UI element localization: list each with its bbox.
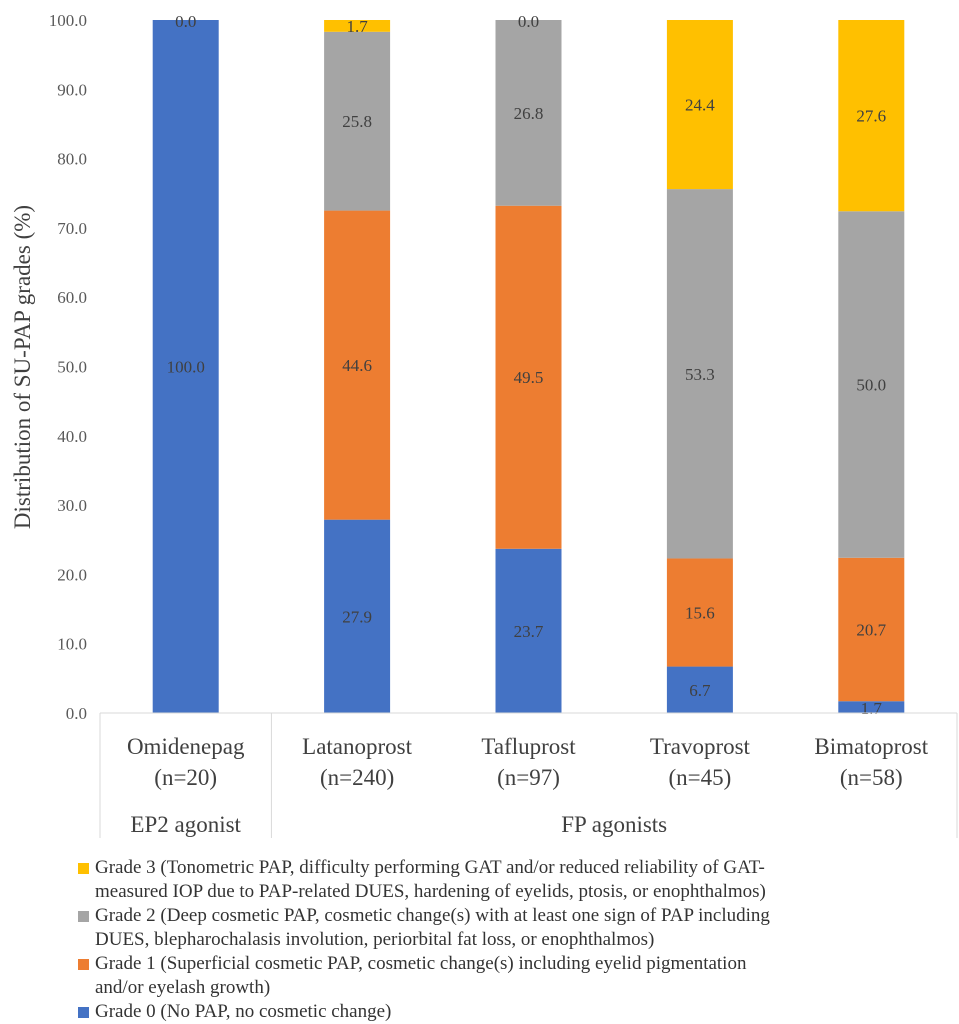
legend-text-grade-2-line2: DUES, blepharochalasis involution, perio… (95, 929, 655, 950)
y-tick-label: 0.0 (66, 704, 87, 723)
bar-segment (838, 557, 905, 702)
y-tick-label: 10.0 (57, 635, 87, 654)
bar-segment (152, 20, 219, 713)
y-tick-label: 20.0 (57, 565, 87, 584)
data-label: 6.7 (689, 681, 711, 700)
legend-item-grade-3: Grade 3 (Tonometric PAP, difficulty perf… (78, 856, 948, 904)
data-label: 50.0 (856, 376, 886, 395)
legend-text-grade-2-line1: Grade 2 (Deep cosmetic PAP, cosmetic cha… (95, 905, 770, 926)
data-label: 23.7 (514, 622, 544, 641)
y-tick-label: 70.0 (57, 219, 87, 238)
legend-swatch-grade-0 (78, 1007, 89, 1018)
x-category-label: Travoprost (650, 734, 751, 759)
bar-segment (838, 211, 905, 558)
y-tick-label: 60.0 (57, 288, 87, 307)
bar-segment (666, 666, 733, 713)
y-tick-label: 90.0 (57, 80, 87, 99)
x-category-n-label: (n=45) (669, 765, 732, 790)
legend-swatch-grade-3 (78, 863, 89, 874)
x-category-label: Tafluprost (481, 734, 576, 759)
x-category-label: Omidenepag (127, 734, 245, 759)
y-tick-label: 100.0 (49, 11, 87, 30)
y-tick-label: 30.0 (57, 496, 87, 515)
data-label: 100.0 (167, 358, 205, 377)
data-label: 0.0 (175, 12, 196, 31)
x-category-n-label: (n=97) (497, 765, 560, 790)
legend-item-grade-2: Grade 2 (Deep cosmetic PAP, cosmetic cha… (78, 904, 948, 952)
bar-segment (495, 20, 562, 206)
legend-text-grade-0-line1: Grade 0 (No PAP, no cosmetic change) (95, 1001, 392, 1022)
legend-text-grade-1-line2: and/or eyelash growth) (95, 977, 271, 998)
x-group-label: FP agonists (561, 812, 667, 837)
y-tick-label: 50.0 (57, 358, 87, 377)
bar-segment (666, 189, 733, 559)
x-category-n-label: (n=58) (840, 765, 903, 790)
x-category-n-label: (n=240) (320, 765, 394, 790)
data-label: 49.5 (514, 368, 544, 387)
y-tick-label: 40.0 (57, 427, 87, 446)
data-label: 25.8 (342, 112, 372, 131)
data-label: 0.0 (518, 12, 539, 31)
data-label: 26.8 (514, 104, 544, 123)
x-category-label: Bimatoprost (814, 734, 928, 759)
x-group-label: EP2 agonist (130, 812, 241, 837)
bar-segment (324, 31, 391, 211)
data-label: 24.4 (685, 96, 715, 115)
bar-segment (495, 548, 562, 713)
bar-segment (838, 701, 905, 713)
bar-segment (324, 20, 391, 32)
legend-item-grade-0: Grade 0 (No PAP, no cosmetic change) (78, 1000, 948, 1024)
data-label: 44.6 (342, 356, 372, 375)
legend-text-grade-1-line1: Grade 1 (Superficial cosmetic PAP, cosme… (95, 953, 747, 974)
y-tick-label: 80.0 (57, 150, 87, 169)
data-label: 27.6 (856, 107, 886, 126)
data-label: 20.7 (856, 620, 886, 639)
data-label: 1.7 (346, 17, 368, 36)
legend-swatch-grade-1 (78, 959, 89, 970)
bar-segment (324, 519, 391, 713)
legend-item-grade-1: Grade 1 (Superficial cosmetic PAP, cosme… (78, 952, 948, 1000)
data-label: 27.9 (342, 607, 372, 626)
y-axis-title: Distribution of SU-PAP grades (%) (10, 205, 35, 529)
legend-swatch-grade-2 (78, 911, 89, 922)
data-label: 1.7 (861, 699, 883, 718)
x-category-label: Latanoprost (302, 734, 412, 759)
bar-segment (838, 20, 905, 212)
bar-segment (495, 205, 562, 549)
bar-segment (666, 558, 733, 667)
bar-segment (666, 20, 733, 190)
data-label: 53.3 (685, 365, 715, 384)
stacked-bar-chart: Distribution of SU-PAP grades (%) 0.0 10.… (10, 11, 958, 838)
bar-segment (324, 210, 391, 520)
legend: Grade 3 (Tonometric PAP, difficulty perf… (78, 856, 948, 1024)
legend-text-grade-3-line2: measured IOP due to PAP-related DUES, ha… (95, 881, 766, 902)
legend-text-grade-3-line1: Grade 3 (Tonometric PAP, difficulty perf… (95, 857, 765, 878)
x-category-n-label: (n=20) (154, 765, 217, 790)
data-label: 15.6 (685, 604, 715, 623)
